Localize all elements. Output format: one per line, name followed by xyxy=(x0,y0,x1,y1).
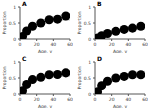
svg-text:1: 1 xyxy=(88,5,91,10)
svg-text:0.5: 0.5 xyxy=(9,76,16,81)
svg-text:0: 0 xyxy=(13,37,16,42)
svg-text:20: 20 xyxy=(34,42,40,47)
svg-text:0: 0 xyxy=(13,92,16,97)
svg-text:0.5: 0.5 xyxy=(84,21,91,26)
html-text:B: B xyxy=(97,0,102,7)
svg-text:40: 40 xyxy=(125,42,131,47)
svg-text:Age, y: Age, y xyxy=(113,49,128,53)
svg-text:40: 40 xyxy=(50,42,56,47)
html-text:A: A xyxy=(22,0,27,7)
svg-text:Age, y: Age, y xyxy=(113,104,128,108)
html-text:C: C xyxy=(22,55,27,62)
svg-text:20: 20 xyxy=(109,97,115,102)
svg-text:60: 60 xyxy=(67,97,73,102)
svg-text:Age, y: Age, y xyxy=(38,104,53,108)
svg-text:Age, y: Age, y xyxy=(38,49,53,53)
svg-text:1: 1 xyxy=(13,60,16,65)
svg-text:1: 1 xyxy=(13,5,16,10)
html-text:D: D xyxy=(97,55,102,62)
svg-text:40: 40 xyxy=(125,97,131,102)
svg-text:Proportion: Proportion xyxy=(77,66,82,89)
svg-text:20: 20 xyxy=(109,42,115,47)
svg-text:1: 1 xyxy=(88,60,91,65)
svg-text:20: 20 xyxy=(34,97,40,102)
svg-text:60: 60 xyxy=(67,42,73,47)
svg-text:0: 0 xyxy=(19,97,22,102)
svg-text:0: 0 xyxy=(94,42,97,47)
svg-text:0.5: 0.5 xyxy=(9,21,16,26)
svg-text:Proportion: Proportion xyxy=(77,11,82,34)
svg-text:0: 0 xyxy=(88,37,91,42)
svg-text:0: 0 xyxy=(94,97,97,102)
svg-text:40: 40 xyxy=(50,97,56,102)
svg-text:0: 0 xyxy=(88,92,91,97)
svg-text:0: 0 xyxy=(19,42,22,47)
svg-text:0.5: 0.5 xyxy=(84,76,91,81)
